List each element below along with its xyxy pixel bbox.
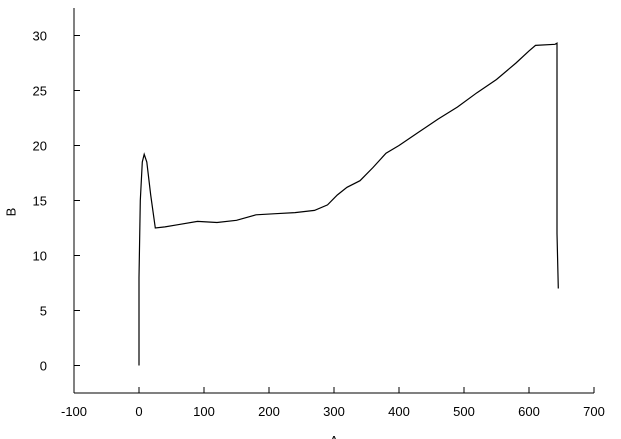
x-tick-label: 0	[135, 404, 142, 419]
y-tick-label: 5	[40, 304, 47, 319]
y-tick-label: 30	[33, 29, 47, 44]
x-tick-label: 600	[518, 404, 540, 419]
x-tick-label: 300	[323, 404, 345, 419]
data-line	[138, 42, 559, 366]
x-tick-label: 100	[193, 404, 215, 419]
y-axis-label: B	[3, 208, 18, 217]
x-tick-label: 200	[258, 404, 280, 419]
x-tick-label: 400	[388, 404, 410, 419]
x-tick-label: 500	[453, 404, 475, 419]
x-axis-label: A	[330, 433, 339, 439]
y-tick-label: 0	[40, 359, 47, 374]
x-tick-label: -100	[61, 404, 87, 419]
y-tick-label: 15	[33, 194, 47, 209]
y-tick-label: 10	[33, 249, 47, 264]
x-tick-label: 700	[583, 404, 605, 419]
y-tick-label: 20	[33, 139, 47, 154]
y-tick-label: 25	[33, 84, 47, 99]
